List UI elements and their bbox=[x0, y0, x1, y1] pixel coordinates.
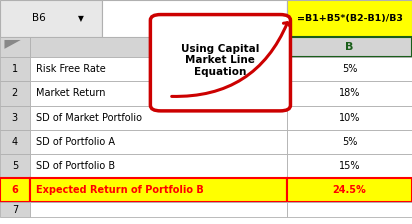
FancyBboxPatch shape bbox=[30, 81, 287, 106]
FancyBboxPatch shape bbox=[0, 106, 30, 130]
FancyBboxPatch shape bbox=[0, 81, 30, 106]
FancyBboxPatch shape bbox=[150, 15, 290, 111]
Text: 10%: 10% bbox=[339, 113, 360, 123]
FancyBboxPatch shape bbox=[287, 178, 412, 202]
FancyBboxPatch shape bbox=[30, 57, 287, 81]
Text: Market Return: Market Return bbox=[36, 88, 105, 98]
FancyBboxPatch shape bbox=[0, 154, 30, 178]
Text: 5%: 5% bbox=[342, 64, 357, 74]
Text: ▼: ▼ bbox=[78, 14, 84, 23]
Text: Risk Free Rate: Risk Free Rate bbox=[36, 64, 105, 74]
Text: Using Capital
Market Line
Equation: Using Capital Market Line Equation bbox=[181, 44, 260, 77]
FancyBboxPatch shape bbox=[0, 0, 102, 37]
FancyBboxPatch shape bbox=[0, 130, 30, 154]
Text: SD of Portfolio B: SD of Portfolio B bbox=[36, 161, 115, 171]
FancyBboxPatch shape bbox=[287, 130, 412, 154]
Polygon shape bbox=[5, 40, 21, 49]
FancyBboxPatch shape bbox=[30, 154, 287, 178]
Text: Expected Return of Portfolio B: Expected Return of Portfolio B bbox=[36, 185, 204, 195]
FancyBboxPatch shape bbox=[30, 178, 287, 202]
FancyBboxPatch shape bbox=[287, 202, 412, 217]
FancyBboxPatch shape bbox=[0, 57, 30, 81]
FancyBboxPatch shape bbox=[0, 37, 30, 57]
Text: =B1+B5*(B2-B1)/B3: =B1+B5*(B2-B1)/B3 bbox=[297, 14, 403, 23]
FancyBboxPatch shape bbox=[0, 178, 30, 202]
FancyBboxPatch shape bbox=[30, 130, 287, 154]
FancyBboxPatch shape bbox=[0, 202, 30, 217]
Text: 3: 3 bbox=[12, 113, 18, 123]
FancyBboxPatch shape bbox=[102, 0, 287, 37]
Text: 1: 1 bbox=[12, 64, 18, 74]
FancyBboxPatch shape bbox=[30, 202, 287, 217]
FancyBboxPatch shape bbox=[287, 81, 412, 106]
Text: B6: B6 bbox=[32, 13, 46, 24]
Text: 2: 2 bbox=[12, 88, 18, 98]
Text: 15%: 15% bbox=[339, 161, 360, 171]
Text: 4: 4 bbox=[12, 137, 18, 147]
FancyBboxPatch shape bbox=[30, 37, 287, 57]
Text: 6: 6 bbox=[12, 185, 18, 195]
FancyBboxPatch shape bbox=[287, 57, 412, 81]
FancyBboxPatch shape bbox=[30, 106, 287, 130]
FancyBboxPatch shape bbox=[287, 154, 412, 178]
Text: SD of Market Portfolio: SD of Market Portfolio bbox=[36, 113, 142, 123]
Text: 24.5%: 24.5% bbox=[333, 185, 366, 195]
FancyBboxPatch shape bbox=[287, 0, 412, 37]
Text: SD of Portfolio A: SD of Portfolio A bbox=[36, 137, 115, 147]
FancyBboxPatch shape bbox=[287, 37, 412, 57]
Text: 5%: 5% bbox=[342, 137, 357, 147]
Text: 18%: 18% bbox=[339, 88, 360, 98]
Text: 5: 5 bbox=[12, 161, 18, 171]
Text: 7: 7 bbox=[12, 205, 18, 215]
Text: B: B bbox=[345, 42, 354, 52]
FancyBboxPatch shape bbox=[287, 106, 412, 130]
